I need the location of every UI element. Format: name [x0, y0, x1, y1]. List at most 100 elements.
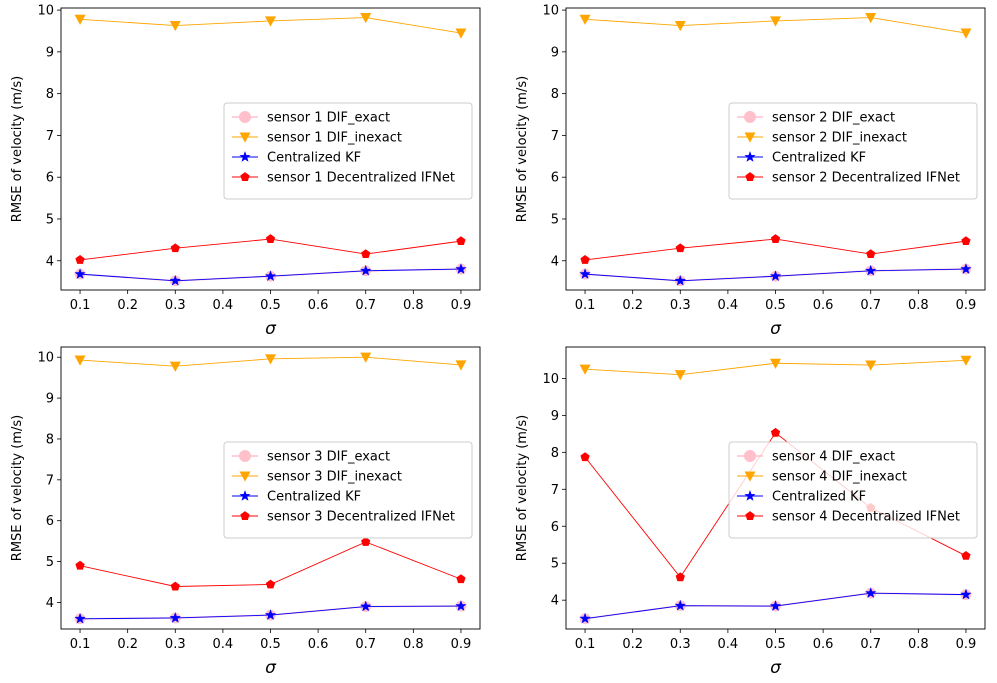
y-axis-label: RMSE of velocity (m/s): [10, 76, 25, 222]
legend-label: sensor 2 Decentralized IFNet: [772, 171, 960, 186]
subplot-3: 0.1 0.2 0.3 0.4 0.5 0.6 0.7 0.8 0.9 4 5 6 7 8 9 10 σ RMSE…: [10, 346, 481, 678]
x-tick-label: 0.7: [860, 298, 881, 313]
y-tick-label: 5: [551, 557, 559, 572]
series-2: [579, 13, 972, 39]
data-point: [456, 236, 466, 246]
data-point: [74, 268, 86, 279]
x-tick-label: 0.7: [355, 298, 376, 313]
x-tick-label: 0.1: [575, 298, 596, 313]
legend-entry: Centralized KF: [232, 490, 361, 505]
data-point: [675, 572, 685, 582]
legend-marker: [744, 490, 756, 501]
x-tick-label: 0.2: [622, 298, 643, 313]
x-tick-label: 0.2: [117, 637, 138, 652]
legend-label: sensor 2 DIF_inexact: [772, 131, 907, 146]
data-point: [455, 28, 467, 39]
data-point: [961, 236, 971, 246]
x-axis-label: σ: [770, 658, 782, 678]
legend-entry: sensor 4 DIF_exact: [737, 450, 895, 465]
legend-label: sensor 3 Decentralized IFNet: [267, 510, 455, 525]
x-axis-label: σ: [265, 319, 277, 339]
legend-entry: sensor 3 DIF_inexact: [232, 470, 402, 485]
y-tick-label: 9: [551, 409, 559, 424]
data-point: [960, 263, 972, 274]
data-point: [674, 370, 686, 381]
legend-entry: sensor 1 DIF_exact: [232, 111, 390, 126]
legend-entry: sensor 4 Decentralized IFNet: [737, 510, 960, 525]
data-point: [455, 263, 467, 274]
legend-label: Centralized KF: [267, 490, 361, 505]
y-axis-label: RMSE of velocity (m/s): [515, 76, 530, 222]
data-point: [769, 358, 782, 369]
data-point: [579, 14, 591, 25]
series-4: [75, 234, 466, 264]
data-point: [264, 354, 277, 365]
data-point: [361, 249, 371, 259]
data-point: [674, 274, 686, 286]
data-point: [74, 355, 86, 366]
y-tick-label: 5: [551, 212, 559, 227]
series-3: [579, 587, 972, 624]
legend-entry: Centralized KF: [737, 151, 866, 166]
x-tick-label: 0.7: [860, 637, 881, 652]
y-tick-label: 7: [551, 129, 559, 144]
x-tick-label: 0.4: [213, 637, 234, 652]
data-point: [74, 14, 86, 25]
y-tick-label: 9: [46, 392, 54, 407]
legend-marker: [239, 132, 251, 143]
legend-label: sensor 1 Decentralized IFNet: [267, 171, 455, 186]
x-tick-label: 0.2: [622, 637, 643, 652]
data-point: [674, 599, 686, 611]
legend-marker: [239, 471, 251, 482]
data-point: [866, 249, 876, 259]
y-tick-label: 9: [551, 45, 559, 60]
x-tick-label: 0.1: [575, 637, 596, 652]
legend-label: sensor 3 DIF_exact: [267, 450, 390, 465]
data-point: [865, 587, 877, 598]
legend-marker: [745, 511, 755, 520]
x-axis-label: σ: [770, 319, 782, 339]
data-point: [169, 361, 181, 372]
data-point: [360, 264, 372, 276]
x-tick-label: 0.6: [308, 637, 329, 652]
data-point: [170, 581, 180, 591]
data-point: [960, 355, 972, 366]
x-tick-label: 0.9: [956, 637, 977, 652]
data-point: [865, 360, 877, 371]
data-point: [769, 600, 782, 611]
legend-label: sensor 2 DIF_exact: [772, 111, 895, 126]
x-tick-label: 0.8: [403, 637, 424, 652]
subplot-4: 0.1 0.2 0.3 0.4 0.5 0.6 0.7 0.8 0.9 4 5 6 7 8 9 10 σ RMSE…: [515, 346, 986, 678]
legend-marker: [239, 450, 251, 462]
y-tick-label: 9: [46, 45, 54, 60]
x-tick-label: 0.9: [451, 637, 472, 652]
y-tick-label: 4: [46, 596, 54, 611]
y-tick-label: 10: [542, 372, 559, 387]
legend-marker: [744, 450, 756, 462]
legend-marker: [240, 511, 250, 520]
data-point: [169, 612, 181, 623]
y-axis-label: RMSE of velocity (m/s): [10, 415, 25, 561]
data-point: [769, 16, 782, 27]
legend-label: sensor 4 DIF_exact: [772, 450, 895, 465]
subplot-2: 0.1 0.2 0.3 0.4 0.5 0.6 0.7 0.8 0.9 4 5 6 7 8 9 10 σ RMSE…: [515, 4, 986, 339]
legend-label: Centralized KF: [772, 151, 866, 166]
y-tick-label: 7: [46, 129, 54, 144]
legend-label: sensor 1 DIF_inexact: [267, 131, 402, 146]
legend-label: sensor 1 DIF_exact: [267, 111, 390, 126]
legend-box: [223, 441, 473, 539]
y-tick-label: 8: [46, 87, 54, 102]
data-point: [264, 609, 277, 620]
series-3: [579, 263, 972, 286]
y-tick-label: 8: [551, 87, 559, 102]
series-3: [74, 263, 467, 286]
data-point: [265, 234, 276, 243]
data-point: [675, 243, 685, 253]
series-2: [74, 13, 467, 39]
y-tick-label: 8: [46, 432, 54, 447]
x-tick-label: 0.3: [670, 298, 691, 313]
legend-entry: sensor 2 DIF_inexact: [737, 131, 907, 146]
x-tick-label: 0.8: [403, 298, 424, 313]
